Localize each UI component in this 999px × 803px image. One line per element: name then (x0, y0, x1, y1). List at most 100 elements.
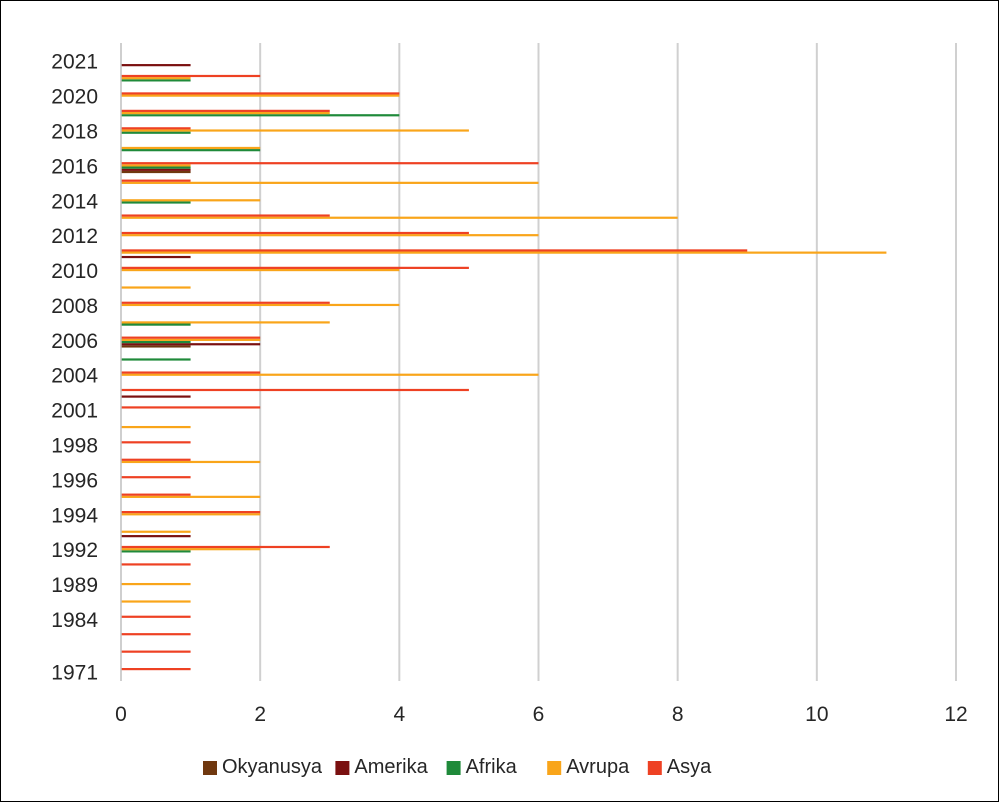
bar-afrika (121, 201, 191, 204)
bar-avrupa (121, 513, 261, 516)
bar-avrupa (121, 460, 261, 464)
bar-afrika (121, 550, 191, 553)
bar-asya (121, 493, 191, 496)
x-tick-label: 10 (805, 703, 828, 726)
bar-asya (121, 371, 261, 374)
bar-asya (121, 441, 191, 444)
bar-avrupa (121, 495, 261, 498)
bar-avrupa (121, 530, 191, 533)
bar-avrupa (121, 268, 400, 272)
bar-amerika (121, 343, 261, 346)
bar-avrupa (121, 425, 191, 429)
x-tick-label: 12 (944, 703, 967, 726)
bar-avrupa (121, 548, 261, 551)
x-tick-label: 8 (672, 703, 684, 726)
bar-afrika (121, 358, 191, 361)
legend-label: Amerika (354, 756, 428, 778)
bar-afrika (121, 340, 191, 344)
y-tick-label: 2020 (51, 86, 98, 109)
bar-afrika (121, 323, 191, 326)
y-tick-label: 2012 (51, 225, 98, 248)
bar-avrupa (121, 234, 539, 237)
bar-afrika (121, 149, 261, 152)
legend-item-amerika: Amerika (335, 756, 429, 778)
bar-asya (121, 476, 191, 479)
bar-avrupa (121, 303, 400, 307)
bar-afrika (121, 166, 191, 169)
bar-okyanusya (121, 345, 191, 348)
axes: 1971 1984 1989 1992 1994 1996 1998 2001 2004 2006… (51, 43, 968, 726)
bar-asya (121, 162, 539, 165)
bar-asya (121, 92, 400, 95)
bar-avrupa (121, 321, 330, 324)
legend-swatch (446, 761, 461, 775)
legend-item-okyanusya: Okyanusya (203, 756, 323, 778)
bar-avrupa (121, 199, 261, 202)
y-tick-label: 2014 (51, 190, 98, 213)
bar-asya (121, 668, 191, 671)
bar-asya (121, 406, 261, 409)
gridlines (259, 43, 957, 681)
y-tick-label: 1996 (51, 469, 98, 492)
bars (121, 64, 887, 671)
bar-asya (121, 127, 191, 130)
bar-asya (121, 633, 191, 636)
legend-item-asya: Asya (647, 756, 712, 778)
bar-asya (121, 231, 469, 235)
bar-amerika (121, 395, 191, 398)
x-tick-label: 4 (393, 703, 405, 726)
bar-amerika (121, 168, 191, 171)
y-tick-label: 1998 (51, 435, 98, 458)
bar-avrupa (121, 600, 191, 603)
legend-label: Okyanusya (222, 756, 323, 778)
bar-afrika (121, 131, 191, 134)
y-tick-label: 2010 (51, 260, 98, 283)
bar-asya (121, 301, 330, 304)
bar-asya (121, 336, 261, 339)
legend-label: Afrika (466, 756, 518, 778)
x-tick-label: 6 (533, 703, 545, 726)
legend-label: Asya (667, 756, 712, 778)
y-tick-label: 2001 (51, 400, 98, 423)
bar-asya (121, 109, 330, 112)
legend-swatch (335, 761, 350, 775)
bar-avrupa (121, 582, 191, 586)
legend-swatch (647, 761, 662, 775)
bar-asya (121, 266, 469, 269)
bar-asya (121, 249, 748, 252)
y-tick-label: 1989 (51, 574, 98, 597)
bar-amerika (121, 64, 191, 67)
bar-asya (121, 179, 191, 182)
y-tick-label: 2006 (51, 330, 98, 353)
y-tick-label: 2004 (51, 365, 98, 388)
bar-avrupa (121, 111, 330, 115)
y-tick-label: 2008 (51, 295, 98, 318)
legend: Okyanusya Amerika Afrika Avrupa Asya (203, 756, 712, 778)
bar-avrupa (121, 164, 191, 167)
bar-avrupa (121, 216, 678, 219)
bar-asya (121, 458, 191, 461)
bar-asya (121, 615, 191, 618)
bar-okyanusya (121, 170, 191, 174)
x-tick-label: 2 (254, 703, 266, 726)
bar-avrupa (121, 77, 191, 80)
y-tick-label: 1994 (51, 504, 98, 527)
legend-item-afrika: Afrika (446, 756, 518, 778)
legend-swatch (547, 761, 562, 775)
bar-amerika (121, 535, 191, 538)
bar-amerika (121, 255, 191, 259)
y-tick-label: 1984 (51, 609, 98, 632)
bar-avrupa (121, 286, 191, 289)
legend-item-avrupa: Avrupa (547, 756, 630, 778)
bar-asya (121, 563, 191, 566)
legend-swatch (203, 761, 217, 775)
bar-afrika (121, 114, 400, 117)
y-tick-label: 1971 (51, 661, 98, 684)
x-tick-label: 0 (115, 703, 127, 726)
bar-avrupa (121, 181, 539, 184)
bar-avrupa (121, 146, 261, 150)
y-tick-label: 2021 (51, 51, 98, 74)
bar-asya (121, 214, 330, 217)
